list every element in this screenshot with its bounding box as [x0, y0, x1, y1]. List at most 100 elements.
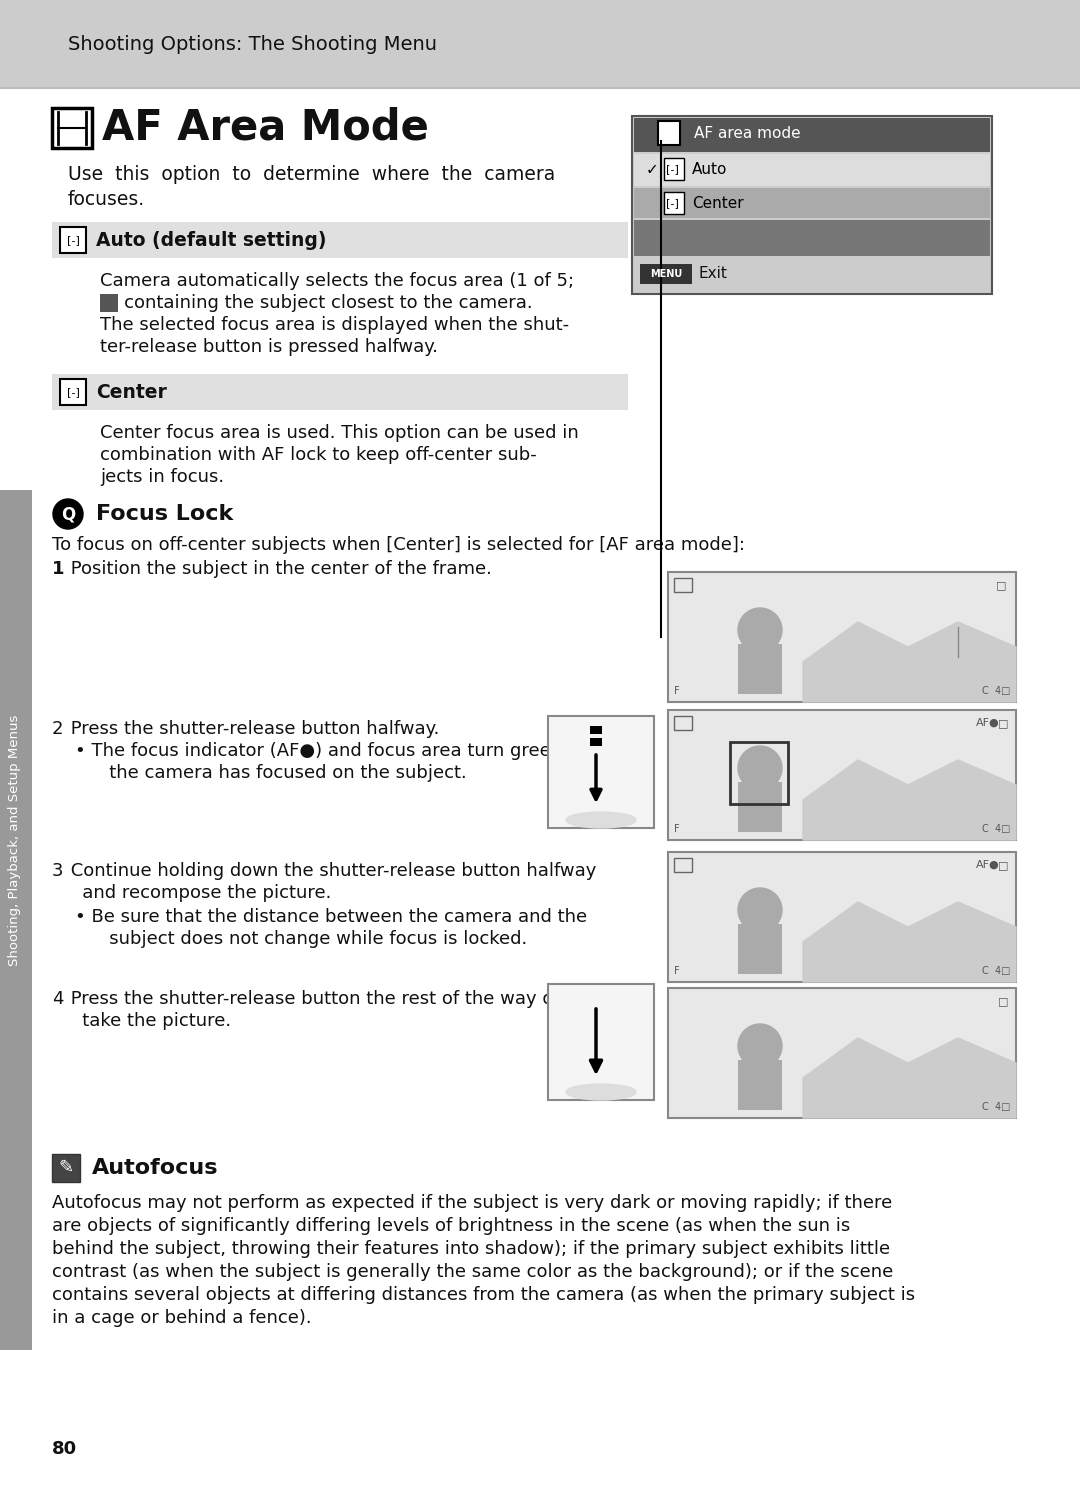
Text: C  4□: C 4□ [982, 1103, 1010, 1112]
Text: 3: 3 [52, 862, 64, 880]
Circle shape [738, 746, 782, 791]
Text: F: F [674, 687, 679, 695]
Text: behind the subject, throwing their features into shadow); if the primary subject: behind the subject, throwing their featu… [52, 1239, 890, 1259]
Bar [100, 294, 118, 312]
Text: C  4□: C 4□ [982, 825, 1010, 834]
Bar [548, 716, 654, 828]
Text: 4: 4 [52, 990, 64, 1008]
Polygon shape [804, 623, 1016, 701]
Ellipse shape [566, 1083, 636, 1100]
Bar [674, 857, 692, 872]
Polygon shape [804, 759, 1016, 840]
Bar [634, 259, 990, 290]
Bar [664, 192, 684, 214]
Text: Auto: Auto [692, 162, 727, 177]
Bar [669, 710, 1016, 840]
Polygon shape [804, 1039, 1016, 1117]
Bar [664, 158, 684, 180]
Bar [634, 189, 990, 218]
Circle shape [53, 499, 83, 529]
Bar [548, 984, 654, 1100]
Text: AF area mode: AF area mode [694, 125, 800, 141]
Bar [669, 851, 1016, 982]
Text: Camera automatically selects the focus area (1 of 5;: Camera automatically selects the focus a… [100, 272, 575, 290]
Bar [634, 117, 990, 152]
Bar [738, 1060, 782, 1110]
Text: [-]: [-] [666, 198, 679, 208]
Text: in a cage or behind a fence).: in a cage or behind a fence). [52, 1309, 312, 1327]
Text: □: □ [998, 860, 1009, 869]
Text: • Be sure that the distance between the camera and the: • Be sure that the distance between the … [75, 908, 588, 926]
Bar [640, 265, 692, 284]
Text: contrast (as when the subject is generally the same color as the background); or: contrast (as when the subject is general… [52, 1263, 893, 1281]
Bar [674, 578, 692, 591]
Bar [634, 220, 990, 256]
Text: Focus Lock: Focus Lock [96, 504, 233, 525]
Bar [52, 108, 92, 149]
Text: ✓: ✓ [646, 162, 659, 177]
Text: the camera has focused on the subject.: the camera has focused on the subject. [92, 764, 467, 782]
Bar [0, 1349, 32, 1486]
Bar [730, 742, 788, 804]
Text: and recompose the picture.: and recompose the picture. [65, 884, 332, 902]
Text: Position the subject in the center of the frame.: Position the subject in the center of th… [65, 560, 491, 578]
Text: Continue holding down the shutter-release button halfway: Continue holding down the shutter-releas… [65, 862, 596, 880]
Bar [52, 1155, 80, 1181]
Bar [632, 116, 993, 294]
Text: AF●: AF● [976, 718, 1000, 728]
Bar [674, 716, 692, 730]
Text: focuses.: focuses. [68, 190, 145, 210]
Text: Press the shutter-release button the rest of the way down to: Press the shutter-release button the res… [65, 990, 615, 1008]
Text: contains several objects at differing distances from the camera (as when the pri: contains several objects at differing di… [52, 1285, 915, 1305]
Bar [658, 120, 680, 146]
Text: [-]: [-] [67, 386, 80, 397]
Text: • The focus indicator (AF●) and focus area turn green when: • The focus indicator (AF●) and focus ar… [75, 742, 617, 759]
Text: AF●: AF● [976, 860, 1000, 869]
Text: ter-release button is pressed halfway.: ter-release button is pressed halfway. [100, 337, 438, 357]
Bar [590, 739, 602, 746]
Bar [60, 227, 86, 253]
Circle shape [738, 608, 782, 652]
Circle shape [738, 889, 782, 932]
Text: 1: 1 [52, 560, 65, 578]
Bar [738, 924, 782, 973]
Text: [-]: [-] [666, 163, 679, 174]
Text: Center: Center [96, 382, 167, 401]
Bar [738, 643, 782, 694]
Bar [52, 374, 627, 410]
Text: 6) containing the subject closest to the camera.: 6) containing the subject closest to the… [100, 294, 532, 312]
Text: Autofocus: Autofocus [92, 1158, 218, 1178]
Text: F: F [674, 966, 679, 976]
Text: AF Area Mode: AF Area Mode [102, 107, 429, 149]
Text: combination with AF lock to keep off-center sub-: combination with AF lock to keep off-cen… [100, 446, 537, 464]
Text: Exit: Exit [698, 266, 727, 281]
Text: □: □ [998, 996, 1009, 1006]
Text: □: □ [998, 718, 1009, 728]
Bar [669, 572, 1016, 701]
Text: Shooting Options: The Shooting Menu: Shooting Options: The Shooting Menu [68, 34, 437, 53]
Text: are objects of significantly differing levels of brightness in the scene (as whe: are objects of significantly differing l… [52, 1217, 850, 1235]
Text: ✎: ✎ [58, 1159, 73, 1177]
Bar [0, 1169, 32, 1349]
Text: To focus on off-center subjects when [Center] is selected for [AF area mode]:: To focus on off-center subjects when [Ce… [52, 536, 745, 554]
Bar [590, 727, 602, 734]
Text: C  4□: C 4□ [982, 687, 1010, 695]
Text: jects in focus.: jects in focus. [100, 468, 225, 486]
Text: Center focus area is used. This option can be used in: Center focus area is used. This option c… [100, 424, 579, 441]
Bar [738, 782, 782, 832]
Text: F: F [674, 825, 679, 834]
Text: C  4□: C 4□ [982, 966, 1010, 976]
Bar [52, 221, 627, 259]
Bar [634, 155, 990, 186]
Bar [669, 988, 1016, 1117]
Circle shape [738, 1024, 782, 1068]
Text: Shooting, Playback, and Setup Menus: Shooting, Playback, and Setup Menus [9, 715, 22, 966]
Ellipse shape [566, 811, 636, 828]
Text: MENU: MENU [650, 269, 683, 279]
Bar [0, 490, 32, 1169]
Text: 2: 2 [52, 721, 64, 739]
Text: subject does not change while focus is locked.: subject does not change while focus is l… [92, 930, 527, 948]
Text: Auto (default setting): Auto (default setting) [96, 230, 326, 250]
Bar [0, 88, 32, 487]
Text: Use  this  option  to  determine  where  the  camera: Use this option to determine where the c… [68, 165, 555, 184]
